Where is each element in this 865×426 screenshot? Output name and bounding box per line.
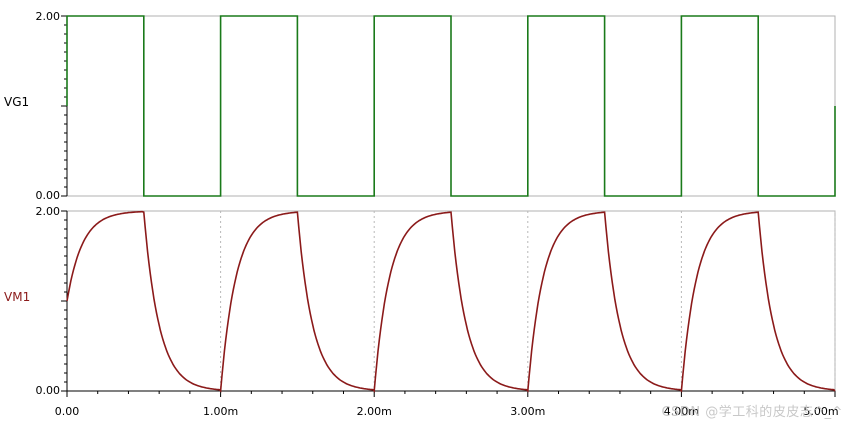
watermark-text: CSDN @学工科的皮皮志^_^ (661, 405, 843, 420)
top-plot: 2.00 0.00 VG1 (4, 10, 836, 202)
x-tick-label: 4.00m (664, 405, 699, 418)
bottom-y-minor-ticks (61, 210, 67, 392)
top-y-min-label: 0.00 (36, 189, 61, 202)
x-tick-label: 5.00m (803, 405, 838, 418)
x-tick-label: 0.00 (55, 405, 80, 418)
bottom-signal-label: VM1 (4, 290, 30, 304)
x-tick-label: 2.00m (357, 405, 392, 418)
x-tick-label: 1.00m (203, 405, 238, 418)
bottom-y-max-label: 2.00 (36, 205, 61, 218)
x-tick-label: 3.00m (510, 405, 545, 418)
bottom-vertical-grid (220, 211, 836, 391)
top-y-max-label: 2.00 (36, 10, 61, 23)
bottom-plot: 0.00 1.00m 2.00m 3.00m 4.00m 5.00m 2.00 0.00 … (4, 205, 839, 418)
bottom-plot-frame (66, 210, 836, 392)
vm1-series-line (66, 210, 836, 393)
bottom-y-min-label: 0.00 (36, 384, 61, 397)
top-y-minor-ticks (61, 15, 67, 197)
bottom-x-ticks: 0.00 1.00m 2.00m 3.00m 4.00m 5.00m (55, 391, 839, 418)
top-signal-label: VG1 (4, 95, 29, 109)
vg1-series-line (66, 15, 836, 197)
